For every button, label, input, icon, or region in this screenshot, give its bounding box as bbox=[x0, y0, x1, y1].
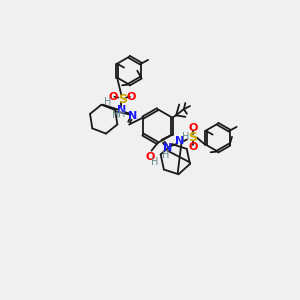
Text: H: H bbox=[104, 98, 111, 107]
Text: O: O bbox=[108, 92, 118, 102]
Text: O: O bbox=[127, 92, 136, 102]
Text: S: S bbox=[118, 93, 127, 106]
Text: O: O bbox=[188, 123, 198, 134]
Text: H: H bbox=[182, 132, 189, 142]
Text: N: N bbox=[117, 105, 126, 115]
Text: H: H bbox=[151, 157, 158, 167]
Text: O: O bbox=[188, 142, 198, 152]
Text: O: O bbox=[145, 152, 154, 162]
Text: N: N bbox=[175, 136, 184, 146]
Text: N: N bbox=[163, 143, 172, 153]
Text: H: H bbox=[118, 109, 125, 119]
Text: H: H bbox=[162, 150, 169, 160]
Text: N: N bbox=[128, 111, 138, 121]
Text: S: S bbox=[188, 131, 197, 144]
Text: H: H bbox=[112, 110, 119, 120]
